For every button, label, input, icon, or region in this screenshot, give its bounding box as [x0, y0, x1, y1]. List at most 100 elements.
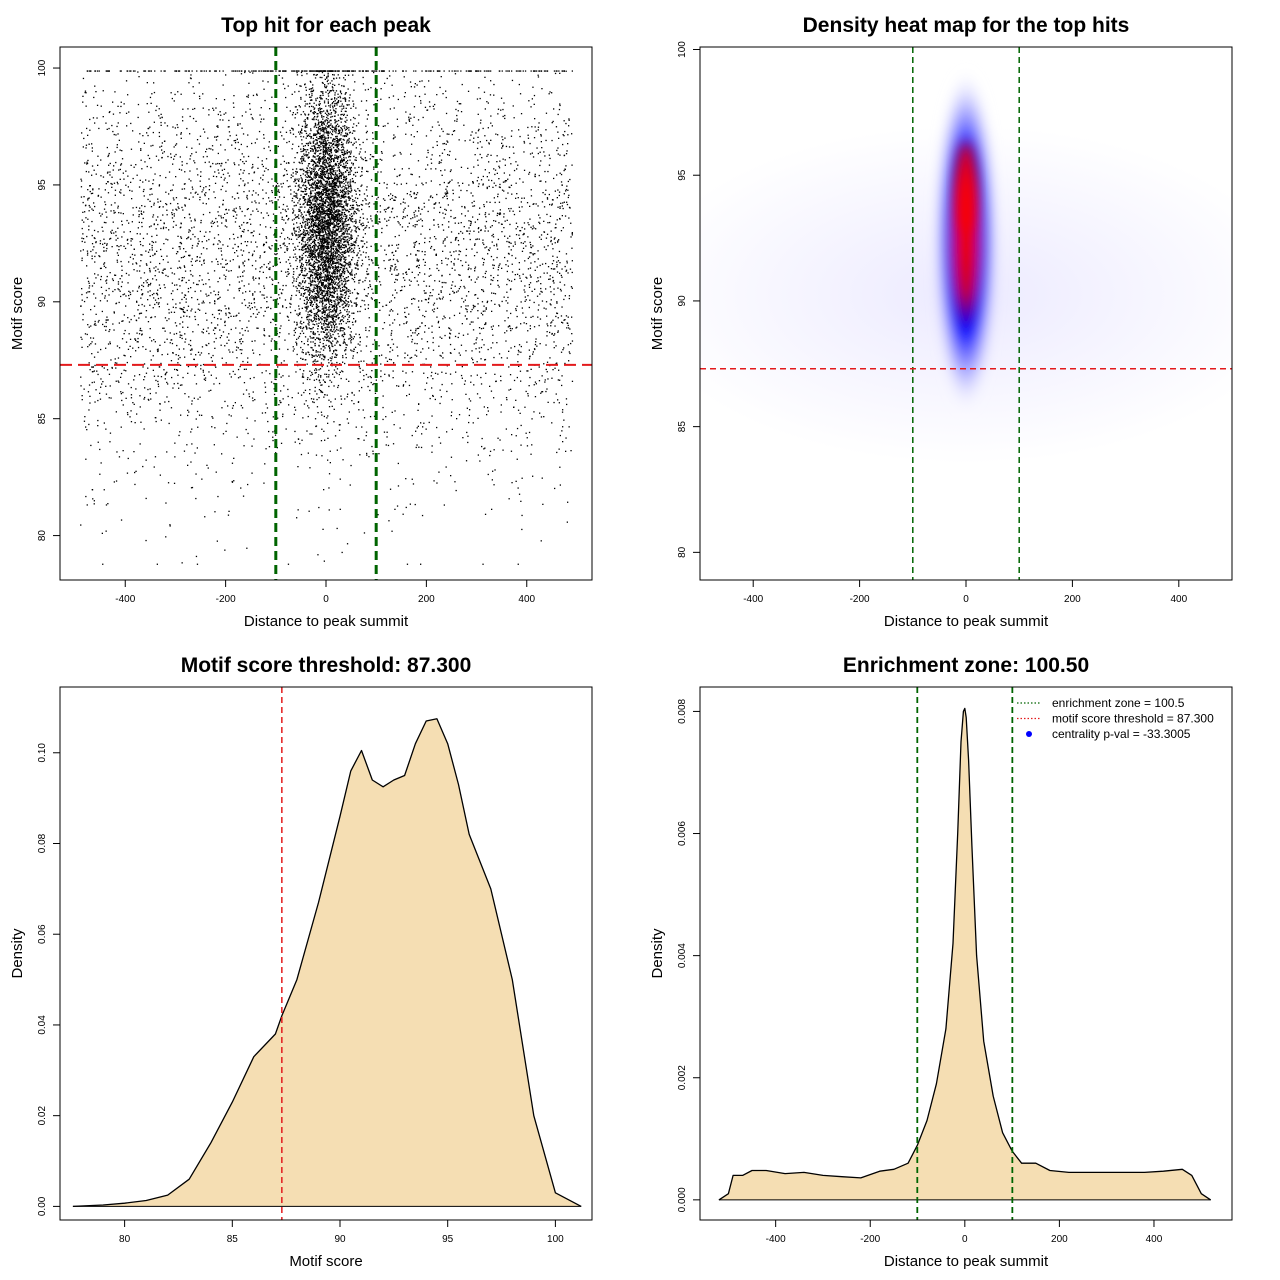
- scatter-point: [329, 211, 331, 213]
- scatter-point: [342, 217, 344, 219]
- scatter-point: [342, 209, 344, 211]
- scatter-point: [543, 363, 545, 365]
- scatter-point: [323, 127, 326, 129]
- scatter-point: [167, 239, 169, 241]
- scatter-point: [320, 149, 322, 151]
- scatter-point: [315, 360, 317, 363]
- scatter-point: [313, 266, 315, 268]
- scatter-point: [354, 230, 356, 232]
- scatter-point: [328, 286, 330, 288]
- scatter-point: [312, 198, 314, 200]
- scatter-point: [325, 137, 327, 139]
- scatter-point: [343, 236, 345, 238]
- scatter-point: [326, 314, 328, 316]
- scatter-point: [328, 271, 330, 273]
- scatter-point: [314, 333, 316, 336]
- scatter-point: [315, 175, 317, 177]
- scatter-point: [302, 326, 305, 329]
- scatter-point: [296, 112, 299, 114]
- scatter-point: [334, 176, 336, 178]
- scatter-point: [331, 172, 334, 175]
- scatter-point: [316, 393, 318, 395]
- scatter-point: [306, 167, 308, 169]
- scatter-point: [320, 199, 322, 201]
- scatter-point: [297, 337, 300, 339]
- scatter-point: [358, 380, 360, 383]
- scatter-point: [310, 264, 312, 266]
- scatter-point: [341, 218, 343, 220]
- scatter-point: [325, 221, 328, 223]
- scatter-point: [333, 204, 336, 206]
- scatter-point: [341, 211, 343, 213]
- scatter-point: [320, 247, 322, 250]
- scatter-point: [311, 214, 313, 217]
- scatter-point: [279, 400, 281, 402]
- scatter-point: [312, 229, 314, 231]
- scatter-point: [335, 275, 337, 278]
- scatter-point: [309, 102, 311, 105]
- scatter-point: [323, 192, 325, 194]
- scatter-point: [315, 151, 317, 153]
- scatter-point: [307, 156, 309, 158]
- scatter-point: [352, 180, 354, 182]
- scatter-point: [301, 162, 303, 165]
- scatter-point: [322, 158, 324, 160]
- scatter-point: [310, 299, 312, 301]
- scatter-point: [346, 119, 348, 121]
- scatter-point: [341, 194, 343, 196]
- scatter-point: [310, 204, 312, 206]
- scatter-point: [445, 96, 447, 99]
- scatter-point: [325, 232, 327, 234]
- scatter-point: [318, 310, 320, 313]
- scatter-point: [322, 127, 325, 129]
- scatter-point: [317, 149, 319, 152]
- scatter-point: [310, 290, 312, 292]
- scatter-point: [293, 161, 295, 164]
- scatter-point: [309, 176, 311, 178]
- scatter-point: [339, 273, 341, 275]
- scatter-point: [326, 240, 328, 242]
- scatter-point: [323, 489, 325, 491]
- scatter-point: [315, 234, 317, 236]
- scatter-point: [357, 235, 359, 237]
- scatter-point: [313, 257, 316, 259]
- scatter-point: [322, 237, 324, 239]
- scatter-point: [327, 208, 330, 210]
- scatter-point: [333, 160, 335, 162]
- scatter-point: [301, 237, 304, 239]
- scatter-point: [350, 342, 352, 344]
- scatter-point: [308, 277, 310, 280]
- scatter-point: [342, 251, 344, 253]
- scatter-point: [408, 167, 410, 170]
- scatter-point: [328, 168, 330, 170]
- scatter-point: [308, 88, 311, 90]
- scatter-point: [322, 256, 324, 259]
- scatter-point: [343, 159, 345, 162]
- scatter-point: [310, 209, 313, 211]
- scatter-point: [345, 220, 347, 222]
- scatter-point: [325, 303, 327, 306]
- scatter-point: [331, 218, 333, 220]
- scatter-point: [321, 139, 323, 141]
- scatter-point: [337, 284, 339, 286]
- scatter-point: [157, 297, 160, 300]
- scatter-point: [332, 279, 334, 282]
- scatter-point: [330, 258, 332, 260]
- scatter-point: [320, 176, 322, 178]
- scatter-point: [317, 278, 320, 281]
- scatter-point: [334, 316, 336, 318]
- scatter-point: [351, 269, 353, 271]
- scatter-point: [336, 179, 338, 182]
- scatter-point: [316, 211, 319, 213]
- scatter-point: [338, 163, 340, 165]
- scatter-point: [331, 86, 333, 88]
- scatter-point: [337, 186, 339, 189]
- scatter-point: [330, 381, 333, 383]
- scatter-point: [229, 351, 231, 353]
- scatter-point: [340, 161, 342, 163]
- scatter-point: [343, 244, 345, 246]
- scatter-point: [320, 179, 322, 181]
- scatter-point: [341, 335, 343, 337]
- scatter-point: [298, 178, 300, 180]
- scatter-point: [336, 284, 338, 286]
